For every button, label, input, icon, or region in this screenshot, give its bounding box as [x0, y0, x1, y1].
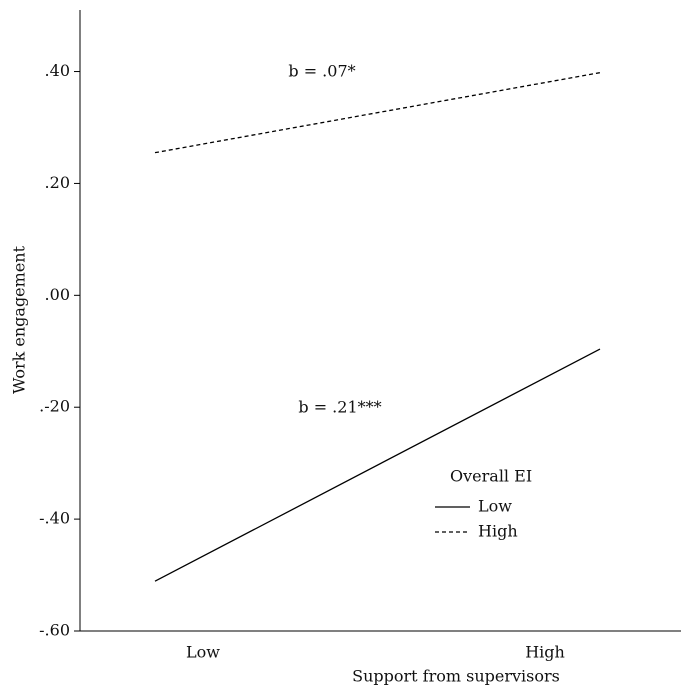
- series-line: [154, 348, 601, 582]
- y-axis-label: Work engagement: [10, 245, 29, 394]
- legend-label: Low: [478, 497, 512, 516]
- x-axis-label: Support from supervisors: [352, 667, 560, 686]
- y-tick-label: .20: [45, 173, 70, 192]
- y-tick-label: .-20: [39, 397, 70, 416]
- series-line: [154, 72, 601, 154]
- x-tick-label: High: [525, 643, 565, 662]
- y-tick-label: .40: [45, 61, 70, 80]
- annotation: b = .07*: [288, 62, 355, 81]
- annotation: b = .21***: [298, 398, 381, 417]
- legend-label: High: [478, 522, 518, 541]
- y-tick-label: -.40: [39, 509, 70, 528]
- legend-title: Overall EI: [450, 467, 532, 486]
- y-tick-label: .00: [45, 285, 70, 304]
- y-tick-label: -.60: [39, 621, 70, 640]
- x-tick-label: Low: [186, 643, 220, 662]
